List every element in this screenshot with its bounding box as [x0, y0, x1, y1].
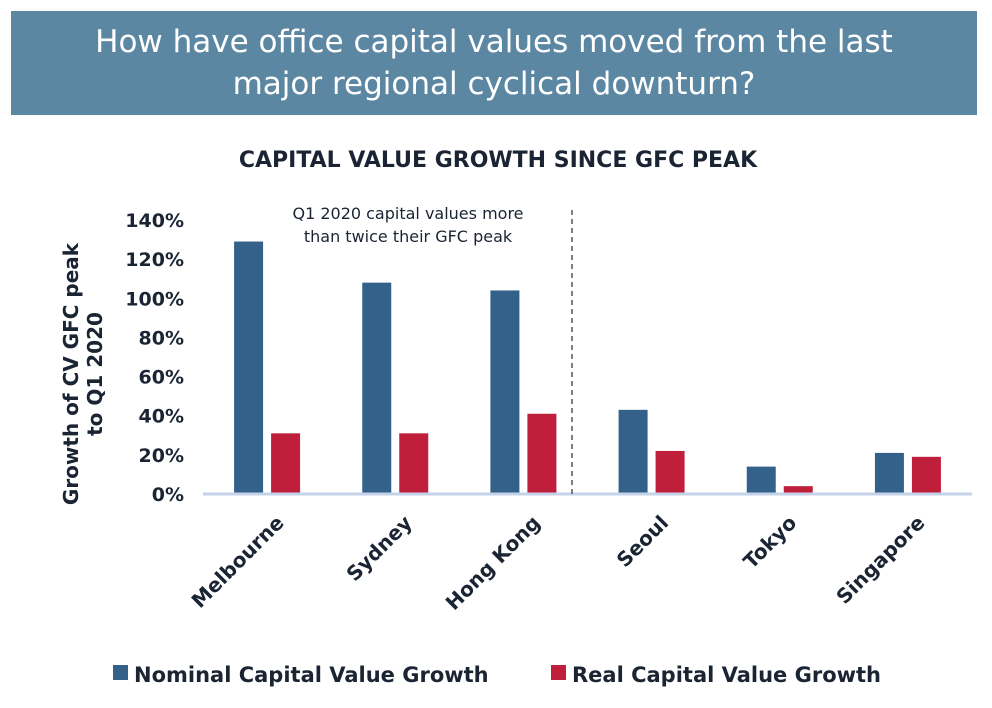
annotation-line-1: Q1 2020 capital values more [292, 204, 523, 223]
x-category-label: Hong Kong [441, 511, 545, 615]
legend-item-nominal: Nominal Capital Value Growth [113, 663, 489, 687]
bar-nominal-tokyo [746, 466, 776, 494]
x-category-label: Sydney [341, 511, 416, 586]
legend-label-nominal: Nominal Capital Value Growth [134, 663, 489, 687]
x-category-label: Singapore [831, 511, 929, 609]
legend-label-real: Real Capital Value Growth [572, 663, 881, 687]
legend: Nominal Capital Value Growth Real Capita… [113, 663, 881, 687]
annotation: Q1 2020 capital values more than twice t… [292, 204, 523, 246]
bar-nominal-sydney [362, 282, 392, 494]
y-tick-label: 40% [139, 406, 184, 428]
bar-real-seoul [655, 450, 685, 494]
bars [234, 241, 941, 494]
x-category-label: Seoul [612, 511, 673, 572]
y-axis-label-line-1: Growth of CV GFC peak [59, 242, 83, 505]
bar-nominal-hong-kong [490, 290, 520, 494]
bar-real-hong-kong [527, 413, 557, 494]
legend-item-real: Real Capital Value Growth [551, 663, 881, 687]
y-axis-label-line-2: to Q1 2020 [83, 312, 107, 436]
y-tick-label: 60% [139, 367, 184, 389]
legend-swatch-real [551, 665, 566, 680]
y-axis-ticks: 0% 20% 40% 60% 80% 100% 120% 140% [125, 210, 184, 506]
y-tick-label: 100% [125, 288, 184, 310]
title-banner: How have office capital values moved fro… [11, 11, 977, 115]
y-tick-label: 140% [125, 210, 184, 232]
bar-real-melbourne [271, 433, 301, 494]
y-tick-label: 80% [139, 327, 184, 349]
bar-nominal-seoul [618, 409, 648, 494]
bar-real-singapore [911, 456, 941, 494]
y-tick-label: 120% [125, 249, 184, 271]
y-tick-label: 0% [152, 484, 184, 506]
bar-nominal-melbourne [234, 241, 264, 494]
legend-swatch-nominal [113, 665, 128, 680]
bar-real-tokyo [783, 486, 813, 494]
bar-real-sydney [399, 433, 429, 494]
y-axis-label: Growth of CV GFC peak to Q1 2020 [59, 242, 107, 505]
chart-title: CAPITAL VALUE GROWTH SINCE GFC PEAK [239, 148, 758, 173]
bar-nominal-singapore [874, 452, 904, 494]
x-category-label: Melbourne [187, 511, 289, 613]
page-title: How have office capital values moved fro… [95, 24, 893, 102]
annotation-line-2: than twice their GFC peak [304, 227, 513, 246]
x-axis-categories: Melbourne Sydney Hong Kong Seoul Tokyo Singap… [187, 511, 930, 615]
y-tick-label: 20% [139, 445, 184, 467]
x-category-label: Tokyo [738, 511, 801, 574]
